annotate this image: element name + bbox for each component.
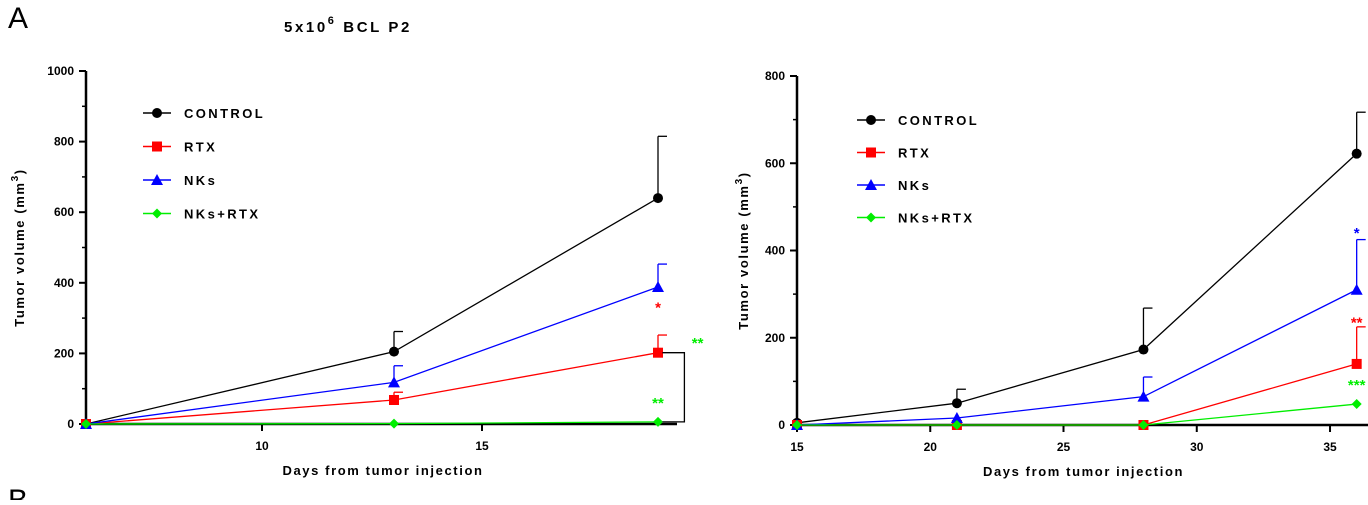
x-tick-label: 25	[1057, 440, 1071, 454]
series-control	[792, 111, 1366, 428]
legend-label: CONTROL	[184, 106, 265, 121]
y-tick-label: 800	[765, 69, 785, 83]
data-point	[389, 418, 399, 429]
series-line	[85, 197, 659, 425]
y-tick-label: 200	[765, 331, 785, 345]
series-line	[797, 403, 1357, 426]
significance-label: **	[692, 335, 704, 352]
data-point	[792, 420, 802, 430]
data-point	[950, 412, 963, 424]
y-tick-label: 800	[54, 135, 74, 149]
y-tick-label: 0	[67, 417, 74, 431]
panel-letter-b: B	[8, 484, 28, 500]
series-nks	[791, 238, 1366, 430]
data-point	[1350, 283, 1363, 295]
chart-panel-b: 0 200 400 600 800 15 20 25 30 35 Days from tumor i…	[734, 69, 1368, 479]
x-tick-label: 15	[790, 440, 804, 454]
legend-entry: CONTROL	[143, 106, 265, 121]
series-nks-rtx	[792, 399, 1362, 430]
x-axis-title: Days from tumor injection	[282, 463, 483, 478]
y-axis-title: Tumor volume (mm3)	[734, 171, 751, 329]
legend-label: RTX	[898, 146, 931, 161]
significance-label: *	[655, 300, 661, 317]
chart-title: 5x106 BCL P2	[284, 15, 412, 36]
series-nks	[80, 263, 667, 429]
legend-label: RTX	[184, 140, 217, 155]
legend-label: NKs	[184, 173, 217, 188]
significance-label: **	[652, 395, 664, 412]
x-axis-title: Days from tumor injection	[983, 464, 1184, 479]
data-point	[389, 346, 399, 357]
x-tick-label: 30	[1190, 440, 1204, 454]
chart-panel-a: 0 200 400 600 800 1000 10 15 Days from tumor inj…	[10, 64, 704, 478]
data-point	[1351, 358, 1362, 369]
series-line	[796, 153, 1358, 424]
legend-marker	[152, 141, 162, 152]
legend-marker	[866, 115, 876, 125]
data-point	[652, 281, 664, 293]
y-tick-label: 600	[765, 156, 785, 170]
series-line	[796, 289, 1357, 426]
y-tick-label: 1000	[47, 64, 74, 78]
data-point	[951, 420, 962, 430]
significance-label: ***	[1348, 377, 1366, 394]
series-rtx	[81, 334, 667, 429]
legend-marker	[865, 179, 877, 190]
data-point	[653, 347, 663, 358]
y-axis-title: Tumor volume (mm3)	[10, 168, 27, 326]
data-point	[388, 376, 400, 388]
panel-letter-a: A	[8, 2, 28, 35]
y-tick-label: 400	[54, 276, 74, 290]
legend-marker	[152, 208, 162, 219]
data-point	[951, 398, 962, 409]
series-line	[85, 352, 659, 425]
data-point	[653, 416, 663, 427]
significance-label: **	[1351, 314, 1363, 331]
data-point	[81, 419, 91, 429]
data-point	[1351, 399, 1362, 410]
y-tick-label: 600	[54, 205, 74, 219]
legend-marker	[151, 174, 163, 185]
data-point	[1137, 390, 1150, 402]
legend-marker	[866, 147, 876, 158]
y-tick-label: 200	[54, 346, 74, 360]
significance-bracket	[662, 352, 686, 423]
x-tick-label: 10	[255, 439, 269, 453]
legend-entry: NKs+RTX	[857, 211, 974, 226]
legend-marker	[866, 212, 876, 223]
data-point	[1138, 344, 1149, 355]
data-point	[653, 193, 663, 204]
data-point	[1138, 420, 1149, 430]
x-tick-label: 15	[475, 439, 489, 453]
y-tick-label: 400	[765, 244, 785, 258]
x-tick-label: 35	[1323, 440, 1337, 454]
x-tick-label: 20	[924, 440, 938, 454]
legend-entry: NKs	[857, 178, 931, 193]
series-line	[797, 363, 1357, 426]
legend-entry: CONTROL	[857, 113, 979, 128]
legend-label: NKs	[898, 178, 931, 193]
legend-entry: RTX	[143, 140, 217, 155]
legend-entry: NKs	[143, 173, 217, 188]
legend-label: NKs+RTX	[898, 211, 974, 226]
y-tick-label: 0	[778, 418, 785, 432]
data-point	[389, 394, 399, 405]
legend-entry: RTX	[857, 146, 931, 161]
series-rtx	[792, 326, 1366, 430]
data-point	[1351, 148, 1362, 159]
legend-entry: NKs+RTX	[143, 207, 260, 222]
legend-marker	[152, 108, 162, 118]
significance-label: *	[1354, 225, 1360, 242]
legend-label: CONTROL	[898, 113, 979, 128]
series-nks-rtx	[81, 416, 663, 429]
legend-label: NKs+RTX	[184, 207, 260, 222]
